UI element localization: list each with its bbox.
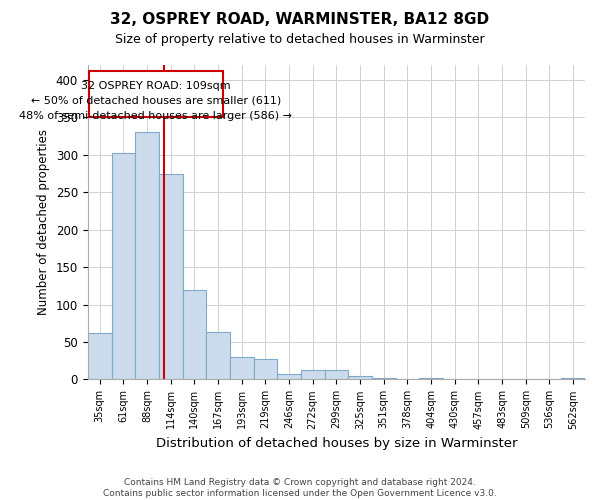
- Text: Size of property relative to detached houses in Warminster: Size of property relative to detached ho…: [115, 32, 485, 46]
- Bar: [206, 332, 230, 380]
- FancyBboxPatch shape: [89, 71, 223, 118]
- Bar: [562, 378, 585, 380]
- Bar: [254, 359, 277, 380]
- Bar: [348, 376, 372, 380]
- Bar: [182, 290, 206, 380]
- Bar: [159, 174, 182, 380]
- Bar: [230, 357, 254, 380]
- Text: 48% of semi-detached houses are larger (586) →: 48% of semi-detached houses are larger (…: [19, 110, 292, 120]
- Bar: [325, 370, 348, 380]
- Bar: [112, 152, 135, 380]
- Bar: [372, 378, 395, 380]
- Text: 32 OSPREY ROAD: 109sqm: 32 OSPREY ROAD: 109sqm: [81, 80, 231, 90]
- X-axis label: Distribution of detached houses by size in Warminster: Distribution of detached houses by size …: [155, 437, 517, 450]
- Text: 32, OSPREY ROAD, WARMINSTER, BA12 8GD: 32, OSPREY ROAD, WARMINSTER, BA12 8GD: [110, 12, 490, 28]
- Bar: [88, 333, 112, 380]
- Bar: [135, 132, 159, 380]
- Text: Contains HM Land Registry data © Crown copyright and database right 2024.
Contai: Contains HM Land Registry data © Crown c…: [103, 478, 497, 498]
- Bar: [277, 374, 301, 380]
- Bar: [301, 370, 325, 380]
- Text: ← 50% of detached houses are smaller (611): ← 50% of detached houses are smaller (61…: [31, 96, 281, 106]
- Bar: [419, 378, 443, 380]
- Y-axis label: Number of detached properties: Number of detached properties: [37, 129, 50, 315]
